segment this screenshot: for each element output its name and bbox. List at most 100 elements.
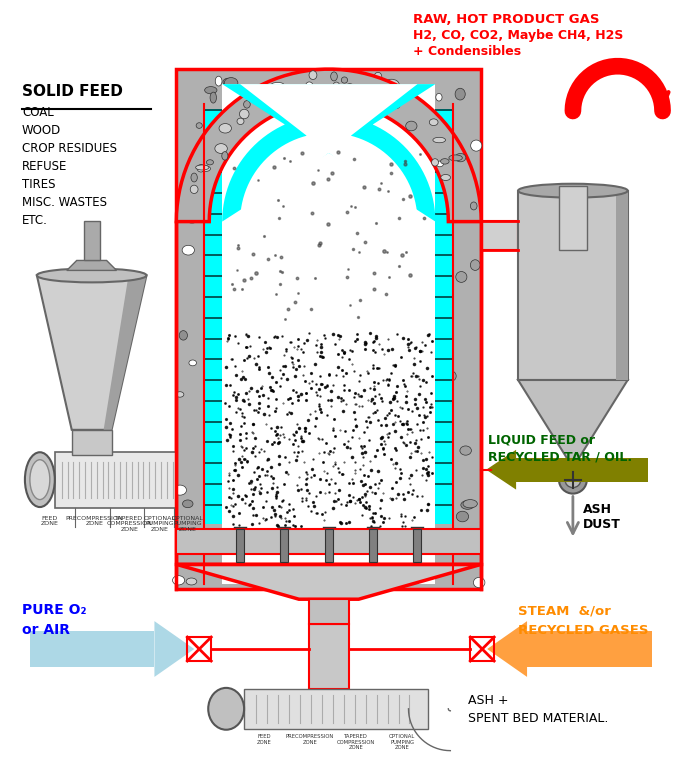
Ellipse shape	[330, 72, 337, 81]
Polygon shape	[559, 186, 587, 250]
Ellipse shape	[233, 440, 241, 445]
Polygon shape	[205, 379, 222, 381]
Ellipse shape	[363, 240, 369, 247]
Ellipse shape	[365, 342, 372, 353]
Ellipse shape	[268, 91, 283, 102]
Ellipse shape	[373, 104, 385, 111]
Polygon shape	[205, 213, 222, 215]
Ellipse shape	[346, 84, 354, 90]
Ellipse shape	[334, 429, 350, 439]
Text: OPTIONAL
PUMPING
ZONE: OPTIONAL PUMPING ZONE	[389, 733, 415, 750]
Ellipse shape	[339, 564, 351, 573]
Polygon shape	[482, 220, 518, 250]
Ellipse shape	[384, 79, 399, 90]
Ellipse shape	[320, 424, 328, 431]
Ellipse shape	[30, 460, 50, 499]
Ellipse shape	[280, 214, 291, 220]
Ellipse shape	[265, 343, 274, 353]
Ellipse shape	[360, 489, 373, 496]
Ellipse shape	[455, 154, 466, 162]
Polygon shape	[325, 529, 333, 562]
Ellipse shape	[318, 571, 328, 582]
Polygon shape	[83, 220, 100, 260]
Text: TAPERED
COMPRESSION
ZONE: TAPERED COMPRESSION ZONE	[107, 515, 153, 532]
Polygon shape	[527, 631, 652, 667]
Ellipse shape	[327, 88, 337, 98]
Polygon shape	[436, 130, 453, 132]
Polygon shape	[436, 296, 453, 298]
Ellipse shape	[430, 288, 443, 298]
Polygon shape	[486, 450, 516, 490]
Ellipse shape	[449, 155, 462, 161]
Polygon shape	[436, 379, 453, 381]
Ellipse shape	[456, 511, 469, 521]
Ellipse shape	[296, 368, 311, 373]
Ellipse shape	[25, 452, 55, 507]
Polygon shape	[236, 529, 244, 562]
Ellipse shape	[306, 77, 321, 85]
Ellipse shape	[207, 240, 214, 250]
Polygon shape	[309, 624, 349, 689]
Polygon shape	[205, 296, 222, 298]
Ellipse shape	[432, 407, 440, 413]
Ellipse shape	[176, 392, 184, 397]
Ellipse shape	[239, 159, 255, 167]
Polygon shape	[436, 275, 453, 277]
Polygon shape	[280, 529, 289, 562]
Ellipse shape	[196, 123, 202, 128]
Ellipse shape	[281, 366, 288, 378]
Ellipse shape	[471, 260, 480, 270]
Ellipse shape	[409, 412, 421, 419]
Polygon shape	[436, 254, 453, 257]
Polygon shape	[205, 275, 222, 277]
Polygon shape	[436, 483, 453, 485]
Ellipse shape	[237, 118, 244, 124]
Ellipse shape	[266, 95, 277, 104]
Ellipse shape	[402, 263, 410, 270]
Polygon shape	[205, 462, 222, 464]
Ellipse shape	[456, 272, 467, 283]
Ellipse shape	[304, 199, 314, 208]
Ellipse shape	[207, 160, 213, 165]
Text: RECYCLED GASES: RECYCLED GASES	[518, 624, 648, 637]
Polygon shape	[205, 233, 222, 236]
Ellipse shape	[215, 144, 227, 154]
Ellipse shape	[210, 92, 216, 103]
Polygon shape	[487, 621, 527, 677]
Ellipse shape	[473, 578, 485, 588]
Ellipse shape	[270, 449, 282, 460]
Polygon shape	[240, 84, 417, 222]
Polygon shape	[205, 254, 222, 257]
Polygon shape	[436, 233, 453, 236]
Ellipse shape	[384, 280, 392, 286]
Ellipse shape	[196, 165, 209, 170]
Polygon shape	[436, 171, 453, 174]
Polygon shape	[518, 190, 628, 380]
Ellipse shape	[197, 164, 205, 172]
Polygon shape	[205, 109, 222, 525]
Ellipse shape	[429, 545, 436, 551]
Text: SOLID FEED: SOLID FEED	[22, 84, 123, 99]
Polygon shape	[205, 359, 222, 360]
Ellipse shape	[247, 116, 254, 127]
Ellipse shape	[239, 109, 249, 119]
Ellipse shape	[235, 554, 249, 560]
Ellipse shape	[207, 433, 221, 442]
Ellipse shape	[471, 140, 482, 151]
Polygon shape	[436, 109, 453, 111]
Ellipse shape	[306, 82, 313, 91]
Text: REFUSE: REFUSE	[22, 160, 67, 173]
Polygon shape	[244, 689, 428, 729]
Ellipse shape	[186, 578, 197, 585]
Ellipse shape	[439, 469, 451, 475]
Ellipse shape	[190, 185, 198, 194]
Ellipse shape	[565, 472, 581, 488]
Text: WOOD: WOOD	[22, 124, 61, 137]
Polygon shape	[55, 452, 176, 508]
Polygon shape	[67, 260, 116, 270]
Polygon shape	[309, 599, 349, 624]
Polygon shape	[436, 421, 453, 422]
Text: RECYCLED TAR / OIL.: RECYCLED TAR / OIL.	[488, 451, 632, 464]
Ellipse shape	[184, 212, 200, 223]
Ellipse shape	[298, 428, 306, 434]
